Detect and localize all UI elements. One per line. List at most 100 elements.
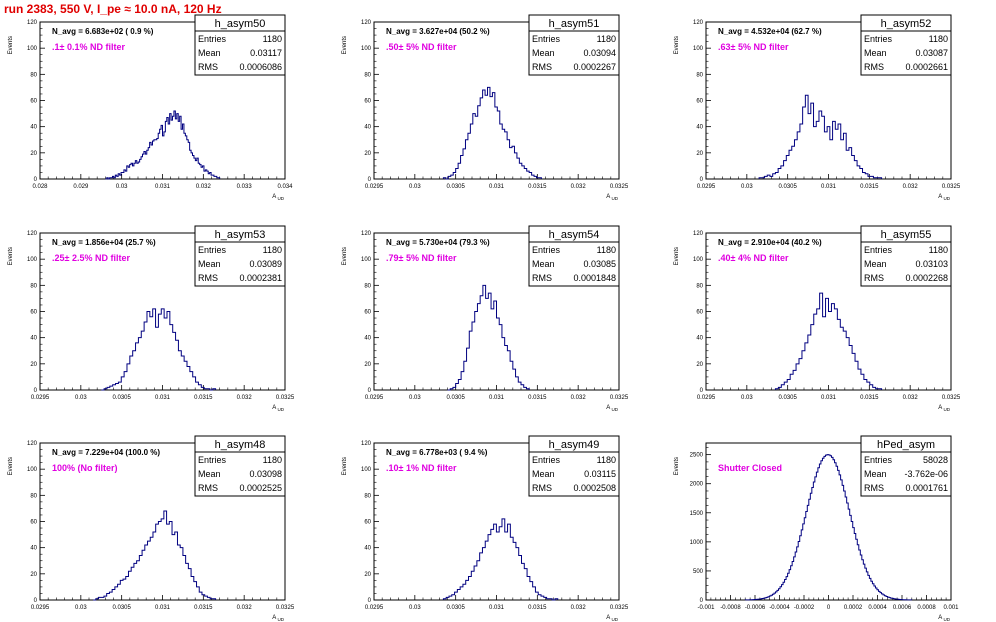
filter-label: .79± 5% ND filter [386, 253, 457, 263]
x-tick-label: 0.0325 [610, 184, 629, 190]
x-tick-label: -0.001 [697, 605, 715, 611]
stats-entries-value: 1180 [929, 245, 948, 255]
stats-entries-value: 1180 [929, 34, 948, 44]
histogram-panel-h_asym50: 0.028 0.029 0.03 0.031 0.032 0.033 0.034 0 20 40 6… [8, 14, 293, 201]
stats-entries-value: 1180 [597, 245, 616, 255]
stats-entries-value: 58028 [923, 455, 948, 465]
histogram-line [442, 86, 542, 180]
y-tick-label: 60 [364, 520, 371, 526]
y-tick-label: 500 [693, 569, 704, 575]
x-tick-label: 0.0295 [31, 605, 50, 611]
stats-rms-label: RMS [198, 62, 218, 72]
x-axis-label: A UD [606, 194, 619, 201]
stats-box [528, 225, 620, 287]
y-tick-label: 80 [364, 72, 371, 78]
histogram-line [447, 284, 530, 391]
y-tick-label: 60 [30, 99, 37, 105]
x-tick-label: 0.0305 [446, 184, 465, 190]
stats-mean-value: 0.03115 [584, 469, 616, 479]
histogram-panel-h_asym48: 0.0295 0.03 0.0305 0.031 0.0315 0.032 0.0325 0 2… [8, 435, 295, 622]
stats-hist-name: h_asym49 [549, 439, 600, 451]
x-tick-label: 0.0295 [365, 395, 384, 401]
y-tick-label: 80 [30, 493, 37, 499]
x-tick-label: 0.0315 [860, 395, 879, 401]
y-tick-label: 100 [693, 46, 704, 52]
y-tick-label: 0 [34, 388, 38, 394]
y-tick-label: 100 [27, 257, 38, 263]
n-avg-label: N_avg = 1.856e+04 (25.7 %) [52, 238, 156, 247]
stats-mean-label: Mean [864, 48, 887, 58]
y-tick-label: 2500 [690, 453, 704, 459]
stats-hist-name: h_asym54 [549, 229, 600, 241]
x-tick-label: 0.034 [277, 184, 293, 190]
x-tick-label: 0.0295 [365, 605, 384, 611]
y-tick-label: 20 [364, 151, 371, 157]
x-tick-label: 0.031 [821, 184, 837, 190]
stats-entries-value: 1180 [597, 34, 616, 44]
x-axis-label: A UD [606, 405, 619, 412]
y-tick-label: 80 [696, 283, 703, 289]
histogram-line [744, 454, 913, 601]
x-tick-label: 0.0305 [446, 395, 465, 401]
y-tick-label: 20 [30, 572, 37, 578]
stats-entries-label: Entries [198, 245, 227, 255]
x-tick-label: 0 [827, 605, 831, 611]
x-tick-label: 0.032 [237, 395, 253, 401]
y-tick-label: 120 [693, 231, 704, 237]
histogram-line [93, 510, 217, 601]
stats-box [860, 225, 952, 287]
y-tick-label: 40 [364, 125, 371, 131]
x-tick-label: 0.032 [571, 395, 587, 401]
x-tick-label: 0.032 [903, 395, 919, 401]
stats-mean-value: 0.03087 [915, 48, 948, 58]
x-tick-label: -0.0004 [769, 605, 790, 611]
filter-label: .25± 2.5% ND filter [52, 253, 130, 263]
stats-box [860, 14, 952, 76]
histogram-line [442, 518, 559, 601]
y-tick-label: 40 [696, 125, 703, 131]
stats-rms-label: RMS [532, 483, 552, 493]
y-tick-label: 60 [364, 99, 371, 105]
n-avg-label: N_avg = 5.730e+04 (79.3 %) [386, 238, 490, 247]
y-tick-label: 60 [696, 310, 703, 316]
y-tick-label: 2000 [690, 482, 704, 488]
y-tick-label: 40 [30, 336, 37, 342]
filter-label: .63± 5% ND filter [718, 42, 789, 52]
stats-rms-value: 0.0002267 [573, 62, 616, 72]
y-tick-label: 120 [361, 231, 372, 237]
y-tick-label: 100 [361, 467, 372, 473]
stats-box [860, 435, 952, 497]
histogram-panel-h_asym54: 0.0295 0.03 0.0305 0.031 0.0315 0.032 0.0325 0 2… [342, 225, 629, 412]
stats-entries-label: Entries [532, 34, 561, 44]
y-tick-label: 120 [27, 231, 38, 237]
y-tick-label: 120 [361, 20, 372, 26]
stats-entries-label: Entries [198, 34, 227, 44]
stats-mean-label: Mean [864, 259, 887, 269]
x-tick-label: 0.0325 [610, 605, 629, 611]
y-tick-label: 100 [361, 46, 372, 52]
histogram-panel-h_asym51: 0.0295 0.03 0.0305 0.031 0.0315 0.032 0.0325 0 2… [342, 14, 629, 201]
y-tick-label: 100 [693, 257, 704, 263]
n-avg-label: N_avg = 6.778e+03 ( 9.4 %) [386, 448, 488, 457]
x-tick-label: 0.0315 [194, 605, 213, 611]
x-tick-label: 0.032 [571, 605, 587, 611]
y-tick-label: 0 [34, 177, 38, 183]
stats-mean-label: Mean [864, 469, 887, 479]
y-axis-label: Events [8, 457, 14, 475]
n-avg-label: N_avg = 3.627e+04 (50.2 %) [386, 27, 490, 36]
x-tick-label: 0.031 [489, 184, 505, 190]
x-tick-label: 0.031 [155, 184, 171, 190]
x-tick-label: 0.031 [821, 395, 837, 401]
x-tick-label: 0.001 [943, 605, 959, 611]
stats-mean-value: 0.03089 [249, 259, 282, 269]
x-tick-label: 0.0315 [860, 184, 879, 190]
x-tick-label: -0.0006 [745, 605, 766, 611]
stats-mean-label: Mean [198, 48, 221, 58]
stats-mean-label: Mean [198, 259, 221, 269]
y-tick-label: 40 [30, 546, 37, 552]
y-tick-label: 0 [700, 598, 704, 604]
stats-hist-name: hPed_asym [877, 439, 935, 451]
stats-entries-label: Entries [532, 245, 561, 255]
stats-rms-value: 0.0002661 [905, 62, 948, 72]
x-tick-label: 0.0315 [194, 395, 213, 401]
